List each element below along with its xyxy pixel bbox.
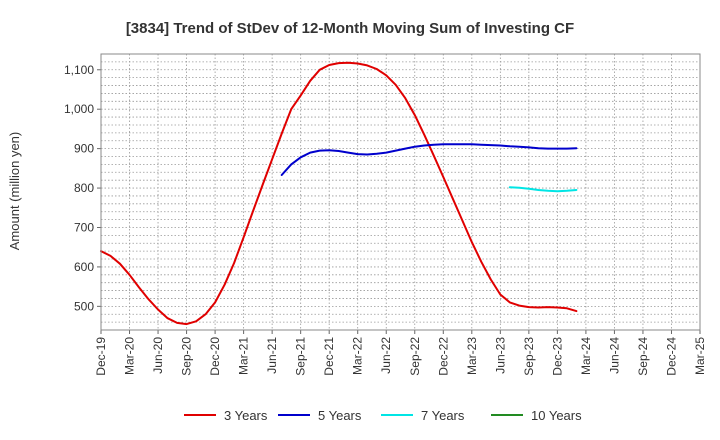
grid [100, 53, 701, 330]
x-tick-label: Mar-25 [693, 337, 707, 375]
y-tick-label: 800 [74, 181, 94, 195]
x-tick-label: Sep-22 [408, 337, 422, 376]
x-tick-label: Dec-23 [550, 337, 564, 376]
x-tick-label: Sep-21 [294, 337, 308, 376]
x-tick-label: Mar-20 [123, 337, 137, 375]
series-layer [100, 61, 578, 326]
y-axis-ticks: 500 600 700 800 900 1,000 1,100 [64, 63, 101, 313]
x-tick-label: Jun-22 [379, 337, 393, 374]
x-tick-label: Dec-20 [208, 337, 222, 376]
x-tick-label: Mar-21 [237, 337, 251, 375]
x-tick-label: Sep-23 [522, 337, 536, 376]
chart-title: [3834] Trend of StDev of 12-Month Moving… [126, 20, 574, 37]
x-tick-label: Sep-20 [180, 337, 194, 376]
legend: 3 Years 5 Years 7 Years 10 Years [184, 408, 582, 423]
y-tick-label: 700 [74, 220, 94, 234]
x-tick-label: Dec-21 [322, 337, 336, 376]
x-tick-label: Jun-24 [607, 337, 621, 374]
x-tick-label: Mar-23 [465, 337, 479, 375]
series-line-7-years [508, 186, 578, 193]
x-tick-label: Sep-24 [636, 337, 650, 376]
y-axis-label: Amount (million yen) [7, 132, 22, 251]
series-line-5-years [280, 143, 578, 176]
y-tick-label: 1,100 [64, 63, 94, 77]
x-tick-label: Jun-20 [151, 337, 165, 374]
series-line-3-years [100, 61, 578, 326]
x-axis-ticks: Dec-19 Mar-20 Jun-20 Sep-20 Dec-20 Mar-21 Jun-… [94, 330, 707, 376]
x-tick-label: Mar-24 [579, 337, 593, 375]
y-tick-label: 600 [74, 260, 94, 274]
legend-label: 5 Years [318, 408, 362, 423]
legend-label: 3 Years [224, 408, 268, 423]
plot-frame [100, 53, 701, 331]
x-tick-label: Dec-24 [664, 337, 678, 376]
x-tick-label: Dec-19 [94, 337, 108, 376]
x-tick-label: Jun-23 [493, 337, 507, 374]
legend-label: 7 Years [421, 408, 465, 423]
x-tick-label: Dec-22 [436, 337, 450, 376]
y-tick-label: 1,000 [64, 102, 94, 116]
y-tick-label: 900 [74, 142, 94, 156]
y-tick-label: 500 [74, 299, 94, 313]
x-tick-label: Jun-21 [265, 337, 279, 374]
legend-label: 10 Years [531, 408, 582, 423]
x-tick-label: Mar-22 [351, 337, 365, 375]
